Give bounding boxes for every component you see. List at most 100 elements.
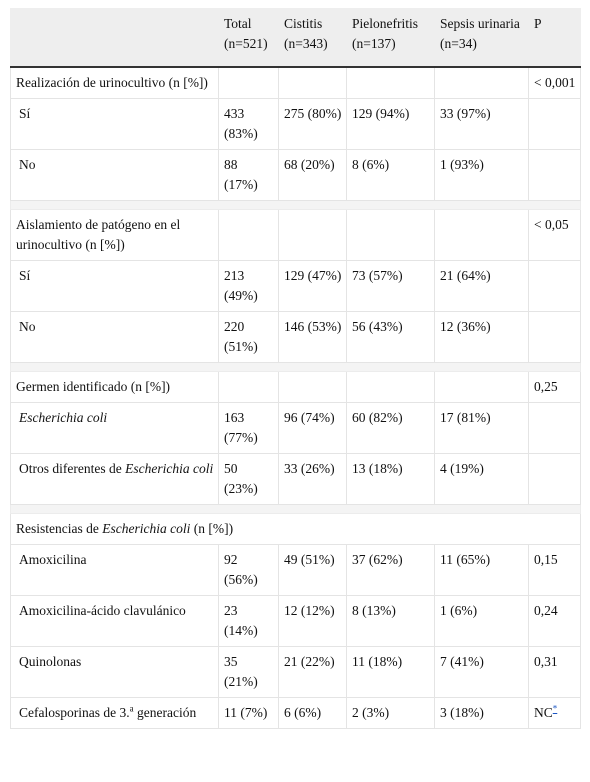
p-text: NC (534, 705, 553, 720)
empty-cell (346, 209, 435, 261)
value-cell: 213 (49%) (218, 260, 279, 312)
value-cell: 12 (36%) (434, 311, 529, 363)
value-cell: 60 (82%) (346, 402, 435, 454)
data-row: Cefalosporinas de 3.a generación 11 (7%) 6… (10, 697, 581, 729)
value-cell: 96 (74%) (278, 402, 347, 454)
section-title: Realización de urinocultivo (n [%]) (10, 66, 219, 99)
value-cell: 3 (18%) (434, 697, 529, 729)
superscript: a (129, 703, 134, 714)
italic-text: Escherichia coli (102, 521, 191, 536)
row-label: No (10, 311, 219, 363)
section-row: Realización de urinocultivo (n [%]) < 0,0… (10, 66, 581, 99)
value-cell: 11 (18%) (346, 646, 435, 698)
section-row: Germen identificado (n [%]) 0,25 (10, 371, 581, 403)
p-text: 0,15 (534, 552, 558, 567)
value-cell: 163 (77%) (218, 402, 279, 454)
empty-cell (434, 371, 529, 403)
p-value (528, 402, 581, 454)
text: Quinolonas (19, 654, 82, 669)
italic-text: Escherichia coli (125, 461, 214, 476)
value-cell: 12 (12%) (278, 595, 347, 647)
empty-cell (278, 209, 347, 261)
text: Aislamiento de patógeno en el urinoculti… (16, 217, 181, 252)
p-value: 0,25 (528, 371, 581, 403)
row-label: Sí (10, 260, 219, 312)
p-value: NC* (528, 697, 581, 729)
value-cell: 8 (13%) (346, 595, 435, 647)
row-label: Quinolonas (10, 646, 219, 698)
text: Sí (19, 106, 31, 121)
section-row: Aislamiento de patógeno en el urinoculti… (10, 209, 581, 261)
header-row: Total (n=521) Cistitis (n=343) Pielonefrit… (10, 8, 581, 68)
header-cell: Total (n=521) (218, 8, 279, 68)
p-value: 0,31 (528, 646, 581, 698)
spacer-cell (10, 200, 581, 210)
spacer-cell (10, 504, 581, 514)
value-cell: 6 (6%) (278, 697, 347, 729)
empty-cell (218, 209, 279, 261)
text: Amoxicilina-ácido clavulánico (19, 603, 186, 618)
row-label: Amoxicilina (10, 544, 219, 596)
value-cell: 11 (65%) (434, 544, 529, 596)
value-cell: 220 (51%) (218, 311, 279, 363)
value-cell: 68 (20%) (278, 149, 347, 201)
row-label: Sí (10, 98, 219, 150)
value-cell: 56 (43%) (346, 311, 435, 363)
empty-cell (218, 66, 279, 99)
data-row: Sí 433 (83%) 275 (80%) 129 (94%) 33 (97%) (10, 98, 581, 150)
footnote-link[interactable]: * (552, 703, 558, 714)
text: Amoxicilina (19, 552, 87, 567)
value-cell: 13 (18%) (346, 453, 435, 505)
p-value (528, 98, 581, 150)
value-cell: 21 (64%) (434, 260, 529, 312)
empty-cell (346, 371, 435, 403)
section-title: Resistencias de Escherichia coli (n [%]) (10, 513, 581, 545)
data-table: Total (n=521) Cistitis (n=343) Pielonefrit… (10, 8, 581, 729)
row-label: No (10, 149, 219, 201)
value-cell: 17 (81%) (434, 402, 529, 454)
empty-cell (434, 66, 529, 99)
data-row: No 220 (51%) 146 (53%) 56 (43%) 12 (36%) (10, 311, 581, 363)
value-cell: 7 (41%) (434, 646, 529, 698)
p-value (528, 311, 581, 363)
data-row: Otros diferentes de Escherichia coli 50 (… (10, 453, 581, 505)
text: generación (133, 705, 197, 720)
value-cell: 433 (83%) (218, 98, 279, 150)
p-value: 0,24 (528, 595, 581, 647)
header-cell: P (528, 8, 581, 68)
empty-cell (218, 371, 279, 403)
header-cell: Cistitis (n=343) (278, 8, 347, 68)
p-value (528, 260, 581, 312)
value-cell: 49 (51%) (278, 544, 347, 596)
section-row: Resistencias de Escherichia coli (n [%]) (10, 513, 581, 545)
value-cell: 1 (93%) (434, 149, 529, 201)
spacer-row (10, 362, 581, 372)
row-label: Otros diferentes de Escherichia coli (10, 453, 219, 505)
data-row: Quinolonas 35 (21%) 21 (22%) 11 (18%) 7 (41%… (10, 646, 581, 698)
row-label: Cefalosporinas de 3.a generación (10, 697, 219, 729)
text: Germen identificado (n [%]) (16, 379, 171, 394)
text: No (19, 157, 36, 172)
data-row: Sí 213 (49%) 129 (47%) 73 (57%) 21 (64%) (10, 260, 581, 312)
section-title: Aislamiento de patógeno en el urinoculti… (10, 209, 219, 261)
row-label: Amoxicilina-ácido clavulánico (10, 595, 219, 647)
text: Otros diferentes de (19, 461, 126, 476)
data-row: Amoxicilina-ácido clavulánico 23 (14%) 12 … (10, 595, 581, 647)
value-cell: 92 (56%) (218, 544, 279, 596)
text: (n [%]) (190, 521, 234, 536)
text: Sí (19, 268, 31, 283)
value-cell: 21 (22%) (278, 646, 347, 698)
table-body: Realización de urinocultivo (n [%]) < 0,0… (10, 66, 581, 729)
value-cell: 4 (19%) (434, 453, 529, 505)
value-cell: 8 (6%) (346, 149, 435, 201)
value-cell: 129 (47%) (278, 260, 347, 312)
data-row: Escherichia coli 163 (77%) 96 (74%) 60 (82%… (10, 402, 581, 454)
spacer-row (10, 504, 581, 514)
p-value: 0,15 (528, 544, 581, 596)
empty-cell (346, 66, 435, 99)
value-cell: 35 (21%) (218, 646, 279, 698)
value-cell: 33 (26%) (278, 453, 347, 505)
header-cell: Sepsis urinaria (n=34) (434, 8, 529, 68)
value-cell: 129 (94%) (346, 98, 435, 150)
